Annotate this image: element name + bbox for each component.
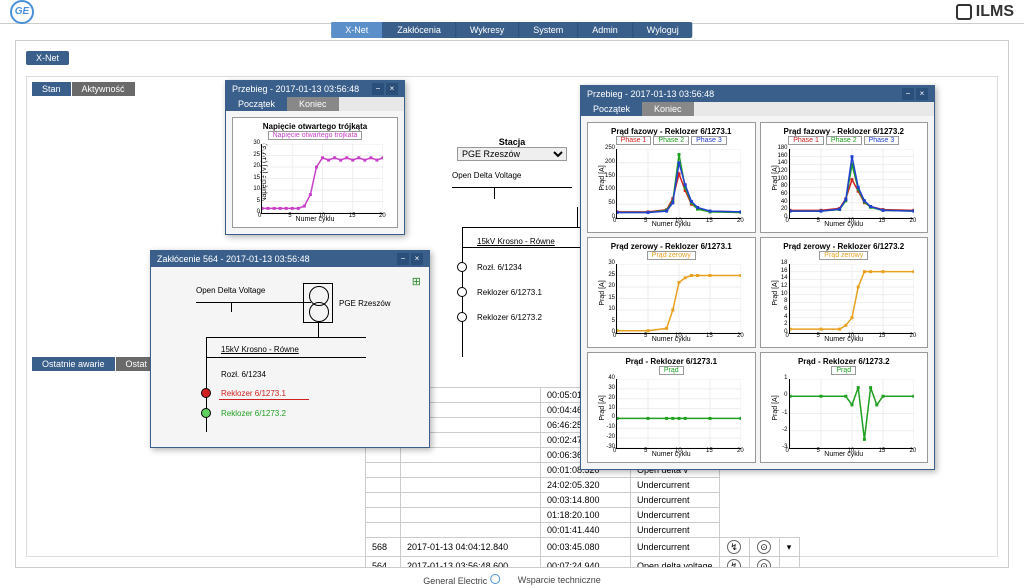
- nav-wykresy[interactable]: Wykresy: [456, 22, 519, 38]
- open-delta-label: Open Delta Voltage: [452, 172, 521, 181]
- node-rozl: [457, 262, 467, 272]
- rek2-label: Reklozer 6/1273.2: [477, 313, 542, 322]
- rozl-label: Rozł. 6/1234: [477, 263, 522, 272]
- station-label: Stacja: [457, 137, 567, 147]
- win3-tab-start[interactable]: Początek: [581, 102, 642, 116]
- win3-minimize[interactable]: −: [902, 88, 914, 100]
- feeder-label[interactable]: 15kV Krosno - Równe: [477, 237, 555, 246]
- win1-chart-area: 05101520253005101520: [261, 144, 383, 214]
- win3-close[interactable]: ×: [916, 88, 928, 100]
- win1-tab-end[interactable]: Koniec: [287, 97, 339, 111]
- win3-chart-5: Prąd - Reklozer 6/1273.2PrądPrąd [A]-3-2…: [760, 352, 929, 463]
- main-nav: X-NetZakłóceniaWykresySystemAdminWyloguj: [331, 22, 692, 38]
- station-selector: Stacja PGE Rzeszów: [457, 137, 567, 161]
- nav-x-net[interactable]: X-Net: [331, 22, 383, 38]
- win2-minimize[interactable]: −: [397, 253, 409, 265]
- win1-title: Przebieg - 2017-01-13 03:56:48: [232, 84, 359, 94]
- subtab-activity[interactable]: Aktywność: [72, 82, 135, 96]
- rek1-label: Reklozer 6/1273.1: [477, 288, 542, 297]
- ilms-icon: [956, 4, 972, 20]
- footer-ge-text: General Electric: [423, 576, 487, 586]
- tab-recent-faults[interactable]: Ostatnie awarie: [32, 357, 115, 371]
- table-row[interactable]: 24:02:05.320Undercurrent: [366, 478, 800, 493]
- win1-legend: Napięcie otwartego trojkata: [268, 131, 363, 140]
- ge-logo: GE: [10, 0, 34, 24]
- window-fault-564: Zakłócenie 564 - 2017-01-13 03:56:48 − ×…: [150, 250, 430, 448]
- win2-station: PGE Rzeszów: [339, 299, 391, 308]
- footer: General Electric Wsparcie techniczne: [423, 574, 601, 586]
- win3-chart-3: Prąd zerowy - Reklozer 6/1273.2Prąd zero…: [760, 237, 929, 348]
- win2-rozl: Rozł. 6/1234: [221, 370, 266, 379]
- app-logo: ILMS: [956, 3, 1014, 21]
- win3-chart-1: Prąd fazowy - Reklozer 6/1273.2Phase 1Ph…: [760, 122, 929, 233]
- table-row[interactable]: 01:18:20.100Undercurrent: [366, 508, 800, 523]
- nav-admin[interactable]: Admin: [578, 22, 633, 38]
- win2-rek1: Reklozer 6/1273.1: [221, 389, 286, 398]
- tab-xnet[interactable]: X-Net: [26, 51, 69, 65]
- win2-transformer: [303, 283, 333, 323]
- win1-tab-start[interactable]: Początek: [226, 97, 287, 111]
- win2-rek2: Reklozer 6/1273.2: [221, 409, 286, 418]
- app-title: ILMS: [976, 3, 1014, 21]
- win2-node-rek2: [201, 408, 211, 418]
- win2-feeder[interactable]: 15kV Krosno - Równe: [221, 345, 299, 354]
- nav-zakłócenia[interactable]: Zakłócenia: [383, 22, 456, 38]
- win2-node-rek1: [201, 388, 211, 398]
- win3-chart-4: Prąd - Reklozer 6/1273.1PrądPrąd [A]-30-…: [587, 352, 756, 463]
- window-waveform-1: Przebieg - 2017-01-13 03:56:48 − × Począ…: [225, 80, 405, 235]
- win2-title: Zakłócenie 564 - 2017-01-13 03:56:48: [157, 254, 310, 264]
- win2-close[interactable]: ×: [411, 253, 423, 265]
- subtab-state[interactable]: Stan: [32, 82, 71, 96]
- footer-ge-icon: [490, 574, 500, 584]
- win3-chart-2: Prąd zerowy - Reklozer 6/1273.1Prąd zero…: [587, 237, 756, 348]
- station-select[interactable]: PGE Rzeszów: [457, 147, 567, 161]
- win2-open-delta: Open Delta Voltage: [196, 287, 265, 296]
- nav-wyloguj[interactable]: Wyloguj: [633, 22, 693, 38]
- table-row[interactable]: 5642017-01-13 03:56:48.60000:07:24.940Op…: [366, 557, 800, 569]
- table-row[interactable]: 00:03:14.800Undercurrent: [366, 493, 800, 508]
- nav-system[interactable]: System: [519, 22, 578, 38]
- table-row[interactable]: 00:01:41.440Undercurrent: [366, 523, 800, 538]
- win3-chart-0: Prąd fazowy - Reklozer 6/1273.1Phase 1Ph…: [587, 122, 756, 233]
- node-rek1: [457, 287, 467, 297]
- footer-support[interactable]: Wsparcie techniczne: [518, 575, 601, 585]
- win1-close[interactable]: ×: [386, 83, 398, 95]
- table-row[interactable]: 5682017-01-13 04:04:12.84000:03:45.080Un…: [366, 538, 800, 557]
- win1-chart-title: Napięcie otwartego trójkąta: [237, 122, 393, 131]
- window-waveform-2: Przebieg - 2017-01-13 03:56:48 − × Począ…: [580, 85, 935, 470]
- excel-icon[interactable]: ⊞: [412, 275, 421, 288]
- node-rek2: [457, 312, 467, 322]
- win1-minimize[interactable]: −: [372, 83, 384, 95]
- win3-tab-end[interactable]: Koniec: [642, 102, 694, 116]
- win3-title: Przebieg - 2017-01-13 03:56:48: [587, 89, 714, 99]
